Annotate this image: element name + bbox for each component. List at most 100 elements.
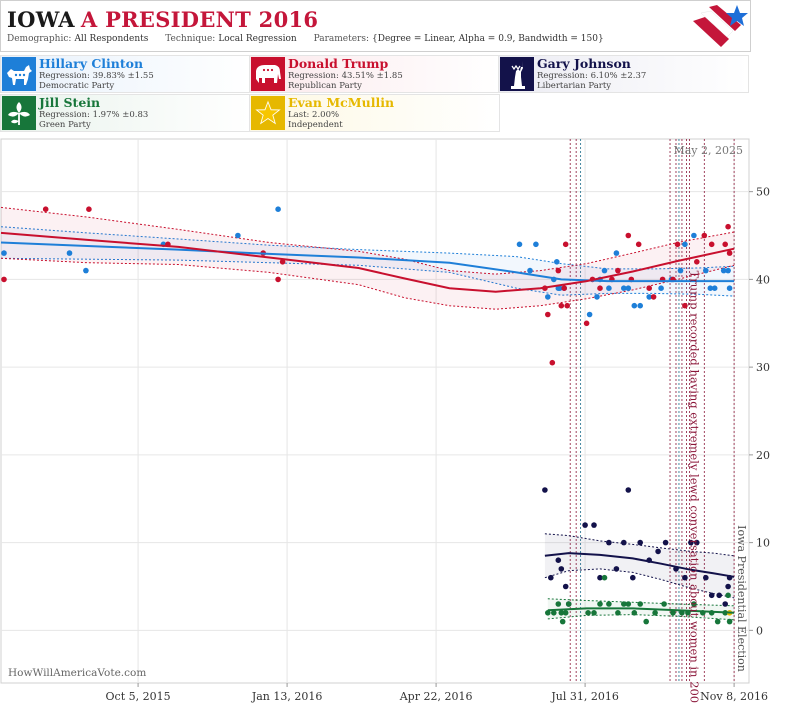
clinton-poll-point bbox=[275, 206, 281, 212]
polling-chart: 0 10 20 30 40 50 Oct 5, 2015 Jan 13, 2016 Apr 22… bbox=[0, 138, 789, 704]
stein-poll-point bbox=[652, 610, 658, 616]
trump-poll-point bbox=[42, 206, 49, 212]
clinton-poll-point bbox=[677, 267, 684, 274]
johnson-poll-point bbox=[621, 539, 627, 546]
candidate-last: Last: 2.00% bbox=[288, 110, 340, 120]
stein-poll-point bbox=[670, 610, 676, 616]
x-tick-label: Jul 31, 2016 bbox=[550, 690, 619, 703]
candidate-party: Green Party bbox=[39, 120, 91, 130]
johnson-poll-point bbox=[582, 522, 588, 528]
trump-poll-point bbox=[555, 267, 562, 274]
trump-poll-point bbox=[86, 206, 92, 212]
trump-upper-bound bbox=[0, 206, 735, 275]
trump-poll-point bbox=[583, 320, 590, 327]
stein-poll-point bbox=[597, 601, 603, 607]
johnson-upper-bound bbox=[544, 533, 735, 557]
candidate-party: Libertarian Party bbox=[537, 81, 612, 91]
candidate-card-johnson: Gary Johnson Regression: 6.10% ±2.37 Lib… bbox=[498, 55, 749, 93]
clinton-poll-point bbox=[726, 285, 733, 291]
johnson-poll-point bbox=[625, 487, 632, 493]
candidate-regression: Regression: 1.97% ±0.83 bbox=[39, 110, 149, 120]
x-tick-label: Oct 5, 2015 bbox=[106, 690, 171, 703]
clinton-poll-point bbox=[586, 311, 593, 318]
clinton-poll-point bbox=[637, 302, 643, 309]
candidate-name: Donald Trump bbox=[288, 56, 389, 71]
johnson-poll-point bbox=[630, 574, 636, 581]
statue-of-liberty-icon bbox=[500, 57, 534, 91]
clinton-poll-point bbox=[621, 285, 627, 291]
trump-poll-point bbox=[625, 232, 632, 239]
stein-poll-point bbox=[551, 610, 557, 616]
state-name: IOWA bbox=[7, 7, 75, 32]
stein-poll-point bbox=[558, 610, 565, 616]
clinton-poll-point bbox=[594, 294, 600, 300]
demographic-value: All Respondents bbox=[74, 34, 149, 44]
technique-value: Local Regression bbox=[218, 34, 297, 44]
y-tick-label: 0 bbox=[756, 624, 763, 637]
stein-poll-point bbox=[631, 610, 638, 616]
trump-poll-point bbox=[1, 276, 7, 283]
polling-chart-svg: 0 10 20 30 40 50 Oct 5, 2015 Jan 13, 2016 Apr 22… bbox=[0, 138, 770, 704]
stein-poll-point bbox=[565, 601, 572, 607]
clinton-poll-point bbox=[682, 241, 688, 248]
candidate-regression: Regression: 6.10% ±2.37 bbox=[537, 71, 647, 81]
stein-poll-point bbox=[661, 601, 667, 607]
clinton-poll-point bbox=[703, 267, 709, 274]
technique-label: Technique: bbox=[165, 34, 216, 44]
y-tick-label: 30 bbox=[756, 361, 770, 374]
johnson-poll-point bbox=[542, 487, 548, 493]
johnson-lower-bound bbox=[544, 568, 735, 599]
johnson-poll-point bbox=[725, 583, 731, 590]
candidate-regression: Regression: 39.83% ±1.55 bbox=[39, 71, 154, 81]
clinton-poll-point bbox=[691, 232, 697, 239]
johnson-poll-point bbox=[548, 574, 554, 581]
stein-poll-point bbox=[562, 610, 569, 616]
stein-poll-point bbox=[601, 574, 608, 581]
candidate-card-trump: Donald Trump Regression: 43.51% ±1.85 Re… bbox=[249, 55, 500, 93]
trump-poll-point bbox=[682, 302, 688, 309]
johnson-poll-point bbox=[637, 539, 643, 546]
x-tick-label: Jan 13, 2016 bbox=[251, 690, 323, 703]
plot-area bbox=[0, 138, 750, 684]
trump-poll-point bbox=[615, 267, 621, 274]
trump-poll-point bbox=[701, 232, 708, 239]
candidate-card-clinton: Hillary Clinton Regression: 39.83% ±1.55… bbox=[0, 55, 251, 93]
clinton-poll-point bbox=[533, 241, 539, 248]
johnson-poll-point bbox=[591, 522, 597, 528]
johnson-poll-point bbox=[682, 574, 688, 581]
clinton-poll-point bbox=[235, 232, 241, 239]
johnson-poll-point bbox=[562, 583, 569, 590]
x-tick-label: Nov 8, 2016 bbox=[700, 690, 768, 703]
candidate-name: Gary Johnson bbox=[537, 56, 631, 71]
stein-poll-point bbox=[643, 618, 649, 625]
date-label: May 2, 2025 bbox=[673, 144, 743, 157]
trump-poll-point bbox=[561, 285, 567, 291]
y-tick-label: 10 bbox=[756, 537, 770, 550]
candidate-name: Hillary Clinton bbox=[39, 56, 144, 71]
stein-poll-point bbox=[591, 610, 597, 616]
johnson-poll-point bbox=[558, 566, 565, 572]
clinton-poll-point bbox=[720, 267, 727, 274]
demographic-label: Demographic: bbox=[7, 34, 72, 44]
clinton-poll-point bbox=[516, 241, 523, 248]
clinton-poll-point bbox=[707, 285, 714, 291]
stein-poll-point bbox=[585, 610, 591, 616]
y-tick-label: 50 bbox=[756, 186, 770, 199]
johnson-poll-point bbox=[555, 557, 562, 563]
candidate-name: Jill Stein bbox=[39, 95, 101, 110]
stein-poll-point bbox=[637, 601, 643, 607]
donkey-icon bbox=[2, 57, 36, 91]
race-name: A PRESIDENT 2016 bbox=[80, 7, 319, 32]
trump-poll-point bbox=[545, 311, 551, 318]
stein-poll-point bbox=[691, 601, 697, 607]
x-tick-label: Apr 22, 2016 bbox=[399, 690, 473, 703]
clinton-poll-point bbox=[631, 302, 638, 309]
stein-poll-point bbox=[714, 618, 721, 625]
trump-poll-point bbox=[564, 302, 570, 309]
clinton-poll-point bbox=[601, 267, 608, 274]
johnson-poll-point bbox=[708, 592, 715, 599]
y-tick-label: 40 bbox=[756, 273, 770, 286]
stein-poll-point bbox=[559, 618, 566, 625]
annotation-election: Iowa Presidential Election bbox=[735, 525, 748, 672]
johnson-poll-point bbox=[688, 539, 694, 546]
